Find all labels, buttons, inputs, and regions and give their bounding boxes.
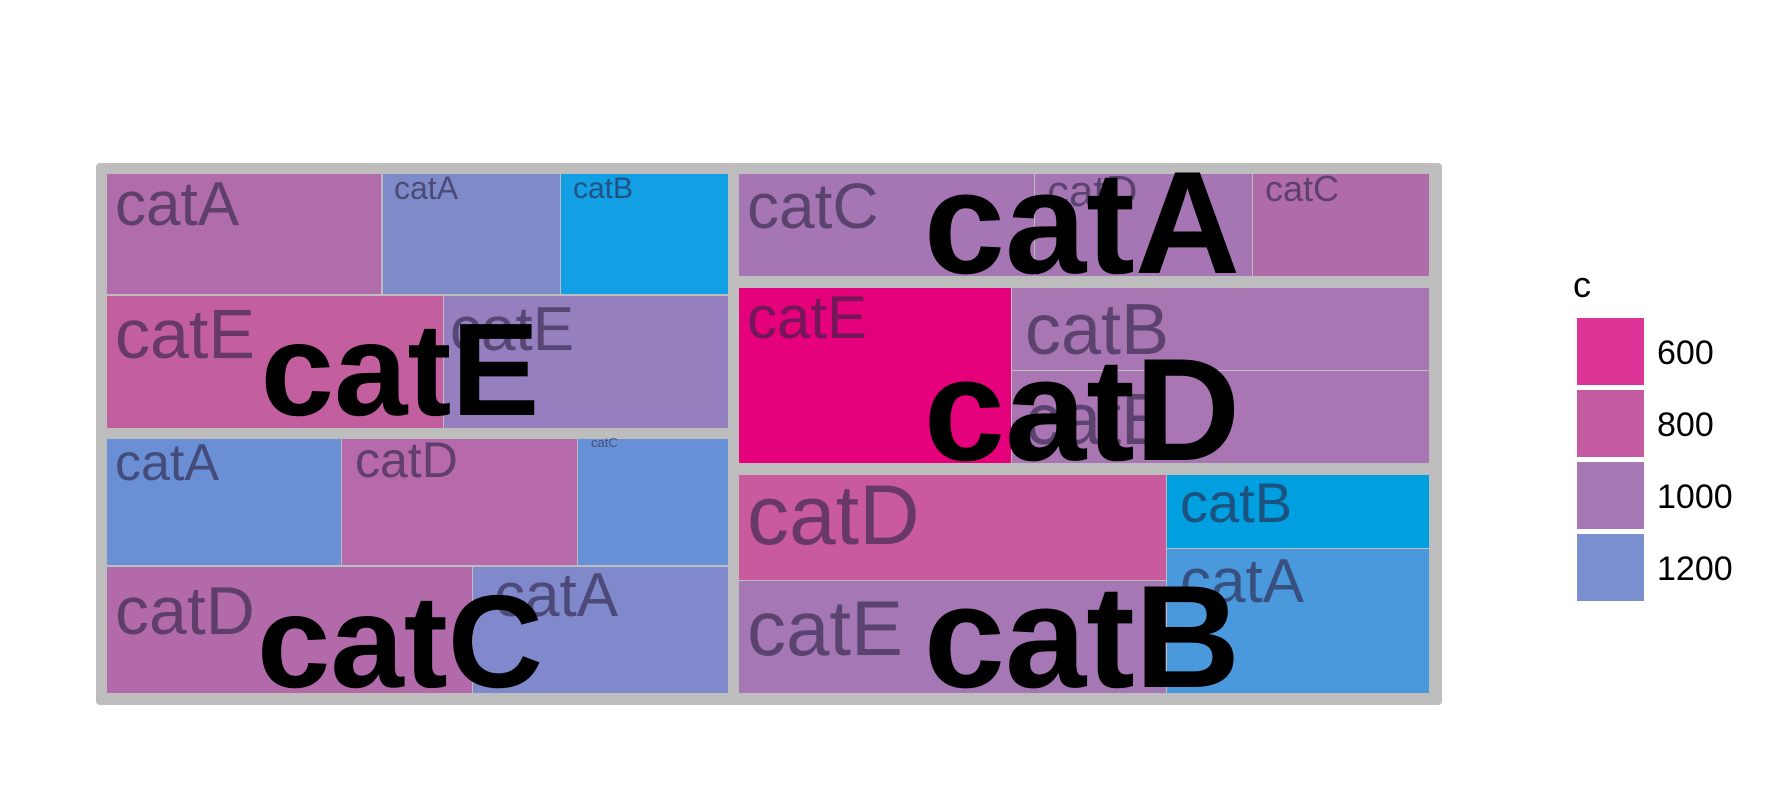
treemap-tile[interactable]	[1012, 371, 1429, 463]
legend-label: 1000	[1657, 478, 1733, 516]
treemap-tile[interactable]	[383, 174, 560, 294]
tile-label: catA	[494, 561, 619, 630]
treemap-tile[interactable]	[1035, 174, 1252, 276]
tile-label: catB	[1180, 471, 1292, 534]
treemap-tile[interactable]	[739, 475, 1166, 580]
tile-label: catE	[115, 295, 255, 373]
treemap-tile[interactable]	[107, 174, 381, 294]
tile-label: catE	[747, 584, 903, 672]
tile-label: catB	[573, 172, 633, 205]
tile-label: catC	[1265, 168, 1339, 209]
group-label: catE	[261, 296, 540, 443]
treemap-group-catb: catD catB catE catA	[739, 468, 1429, 693]
treemap-tile[interactable]	[578, 439, 728, 565]
legend-label: 600	[1657, 334, 1714, 372]
group-label: catD	[924, 328, 1240, 491]
tile-label: catA	[115, 170, 240, 239]
legend-swatch	[1577, 462, 1644, 529]
tile-label: catC	[747, 170, 879, 242]
treemap-group-catc: catA catD catC catD catA	[107, 432, 728, 693]
tile-label: catD	[115, 573, 255, 649]
tile-label: catE	[1025, 380, 1169, 460]
legend-swatch	[1577, 318, 1644, 385]
treemap-group-cata: catC catD catC	[739, 167, 1429, 276]
treemap-tile[interactable]	[107, 567, 472, 693]
tile-label: catD	[747, 468, 920, 562]
treemap-tile[interactable]	[561, 174, 728, 294]
treemap-tile[interactable]	[739, 581, 1166, 693]
legend-title: c	[1573, 264, 1591, 305]
treemap-tile[interactable]	[1012, 288, 1429, 370]
tile-label: catA	[115, 434, 219, 492]
treemap-tile[interactable]	[444, 296, 728, 428]
treemap-tile[interactable]	[107, 296, 443, 428]
treemap-group-catd: catE catB catE	[739, 284, 1429, 463]
group-label: catC	[257, 568, 543, 715]
tile-label: catD	[355, 432, 458, 488]
treemap-tile[interactable]	[1253, 174, 1429, 276]
tile-label: catA	[394, 170, 459, 206]
legend-entries: 600 800 1000 1200	[1577, 318, 1733, 601]
treemap-tile[interactable]	[1167, 475, 1429, 548]
treemap-tile[interactable]	[739, 174, 1034, 276]
legend-swatch	[1577, 390, 1644, 457]
legend-swatch	[1577, 534, 1644, 601]
tile-label: catE	[450, 295, 574, 364]
treemap-tile[interactable]	[473, 567, 728, 693]
treemap-tile[interactable]	[342, 439, 577, 565]
tile-label: catD	[1047, 167, 1137, 216]
treemap-tile[interactable]	[739, 288, 1011, 463]
group-label: catA	[924, 141, 1240, 304]
legend: c 600 800 1000 1200	[1573, 264, 1733, 601]
tile-label: catB	[1025, 290, 1169, 370]
tile-label: catA	[1180, 547, 1305, 616]
tile-label: catC	[591, 435, 618, 450]
tile-label: catE	[747, 284, 867, 351]
treemap-tile[interactable]	[107, 439, 341, 565]
treemap-group-cate: catA catA catB catE catE	[107, 170, 728, 428]
group-label: catB	[924, 555, 1240, 718]
legend-label: 800	[1657, 406, 1714, 444]
legend-label: 1200	[1657, 550, 1733, 588]
treemap-tile[interactable]	[1167, 549, 1429, 693]
